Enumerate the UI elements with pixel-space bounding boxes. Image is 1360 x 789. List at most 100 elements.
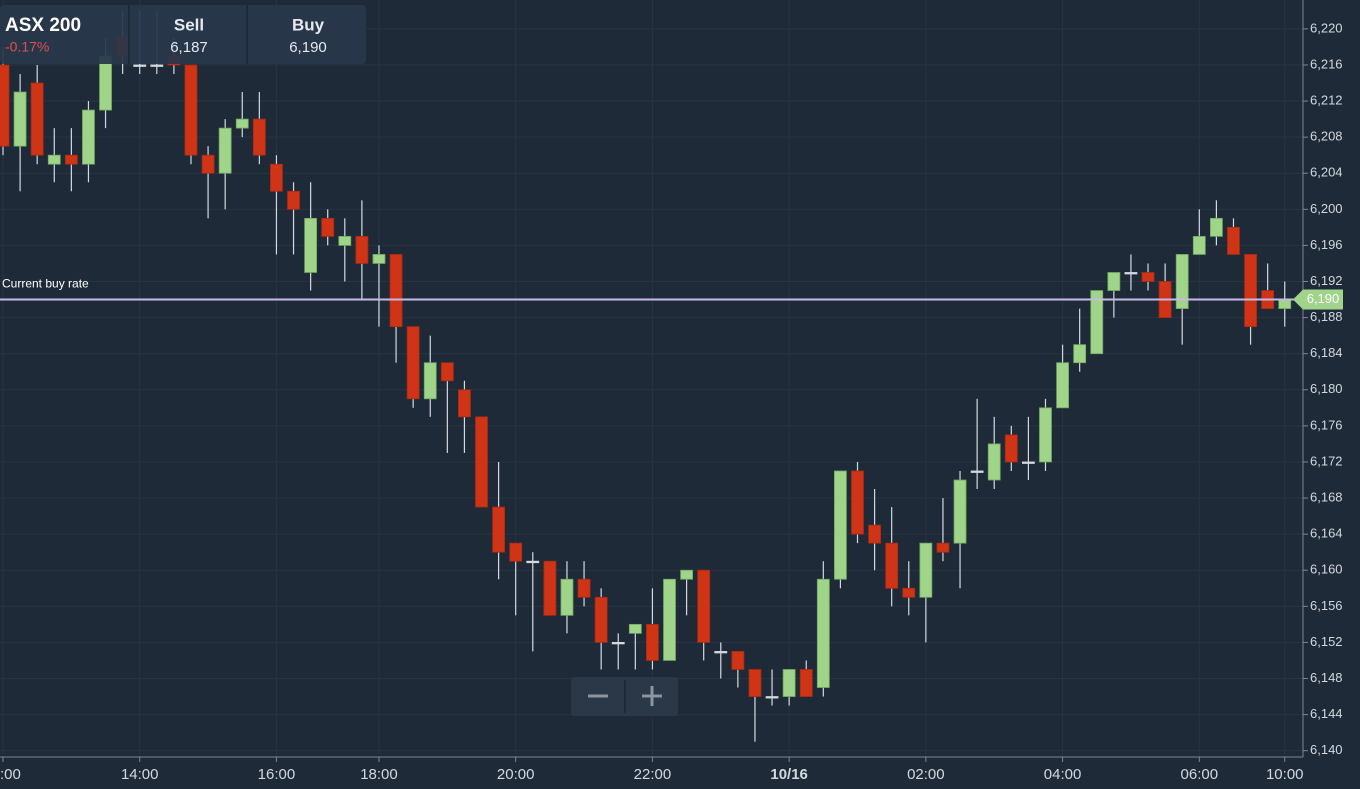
sell-label[interactable]: Sell [174, 15, 204, 34]
candle-body [919, 542, 933, 598]
candle-body [748, 669, 762, 697]
candle-body [782, 669, 796, 697]
candle-body [1209, 217, 1223, 237]
x-tick-label: 06:00 [1181, 766, 1219, 783]
candle-body [47, 154, 61, 165]
y-tick-label: 6,156 [1310, 598, 1343, 613]
candle-body [1278, 299, 1292, 309]
candle-body [885, 542, 899, 589]
candle-body [30, 82, 44, 156]
header-panel: ASX 200 -0.17% Sell 6,187 Buy 6,190 [0, 5, 366, 64]
sell-button[interactable]: Sell 6,187 [170, 15, 208, 55]
candle-body [1022, 461, 1035, 464]
candle-body [1192, 235, 1206, 255]
candle-body [953, 479, 967, 544]
candle-body [697, 569, 711, 643]
candle-body [440, 362, 454, 382]
candle-body [287, 190, 300, 210]
candle-body [321, 217, 335, 237]
buy-price[interactable]: 6,190 [289, 39, 327, 56]
y-tick-label: 6,220 [1310, 20, 1343, 35]
y-tick-label: 6,172 [1310, 453, 1343, 468]
x-tick-label: 10:00 [1266, 766, 1304, 783]
candle-body [1004, 434, 1018, 463]
buy-label[interactable]: Buy [292, 15, 325, 34]
y-tick-label: 6,180 [1310, 381, 1343, 396]
zoom-controls [571, 677, 678, 716]
y-tick-label: 6,168 [1310, 489, 1343, 504]
y-tick-label: 6,176 [1310, 417, 1343, 432]
candle-body [868, 524, 881, 544]
candle-body [82, 109, 95, 165]
candle-body [304, 217, 318, 273]
y-tick-label: 6,148 [1310, 670, 1343, 685]
x-tick-label: 18:00 [360, 766, 398, 783]
candle-body [0, 64, 10, 147]
candle-body [594, 596, 608, 643]
candle-body [1227, 226, 1240, 255]
candle-body [1141, 272, 1155, 282]
instrument: ASX 200 [5, 15, 81, 36]
sell-price[interactable]: 6,187 [170, 39, 208, 56]
candle-body [851, 470, 864, 535]
candle-body [714, 651, 728, 654]
candle-body [663, 578, 676, 661]
candle-body [372, 254, 386, 264]
buy-button[interactable]: Buy 6,190 [289, 15, 327, 55]
candle-body [799, 669, 813, 697]
candle-body [628, 623, 642, 634]
x-tick-label: 02:00 [907, 766, 945, 783]
candle-body [492, 506, 506, 553]
candle-body [509, 542, 523, 562]
y-tick-label: 6,200 [1310, 201, 1343, 216]
y-tick-label: 6,188 [1310, 309, 1343, 324]
candle-body [99, 55, 112, 111]
y-tick-label: 6,152 [1310, 634, 1343, 649]
candle-body [577, 578, 591, 598]
candle-body [133, 64, 147, 67]
candle-body [1039, 407, 1052, 463]
y-tick-label: 6,160 [1310, 562, 1343, 577]
price-tag [1293, 289, 1343, 310]
candle-body [731, 651, 745, 670]
current-buy-rate-label: Current buy rate [2, 277, 89, 291]
x-tick-label: 22:00 [634, 766, 672, 783]
candle-body [680, 569, 693, 580]
candle-body [235, 118, 249, 129]
y-tick-label: 6,204 [1310, 165, 1343, 180]
candle-body [252, 118, 266, 156]
candle-body [406, 326, 420, 400]
x-tick-label: 16:00 [258, 766, 296, 783]
candle-body [646, 623, 659, 661]
y-tick-label: 6,196 [1310, 237, 1343, 252]
candle-body [611, 642, 625, 645]
candle-body [64, 154, 78, 165]
candle-body [1124, 272, 1138, 275]
candle-body [338, 235, 352, 246]
candle-body [1175, 254, 1189, 309]
y-tick-label: 6,216 [1310, 56, 1343, 71]
candle-body [560, 578, 574, 616]
x-tick-label: 04:00 [1044, 766, 1082, 783]
y-tick-label: 6,184 [1310, 345, 1343, 360]
y-tick-label: 6,212 [1310, 92, 1343, 107]
grid: 6,140 6,144 6,148 6,152 6,156 6,160 6,164 6,168… [0, 0, 1343, 783]
candle-body [543, 560, 557, 616]
change: -0.17% [5, 39, 49, 55]
x-tick-label: 20:00 [497, 766, 535, 783]
candle-body [765, 696, 779, 699]
candle-body [902, 587, 916, 598]
candle-body [218, 127, 232, 174]
y-tick-label: 6,192 [1310, 273, 1343, 288]
candle-body [150, 64, 164, 67]
zoom-in[interactable] [642, 686, 662, 706]
header-bg [0, 5, 366, 64]
candle-body [834, 470, 847, 580]
candle-body [1056, 362, 1069, 409]
candle-body [270, 163, 283, 192]
x-tick-label: 10/16 [770, 766, 808, 783]
candle-body [1090, 290, 1104, 355]
y-tick-label: 6,140 [1310, 742, 1343, 757]
